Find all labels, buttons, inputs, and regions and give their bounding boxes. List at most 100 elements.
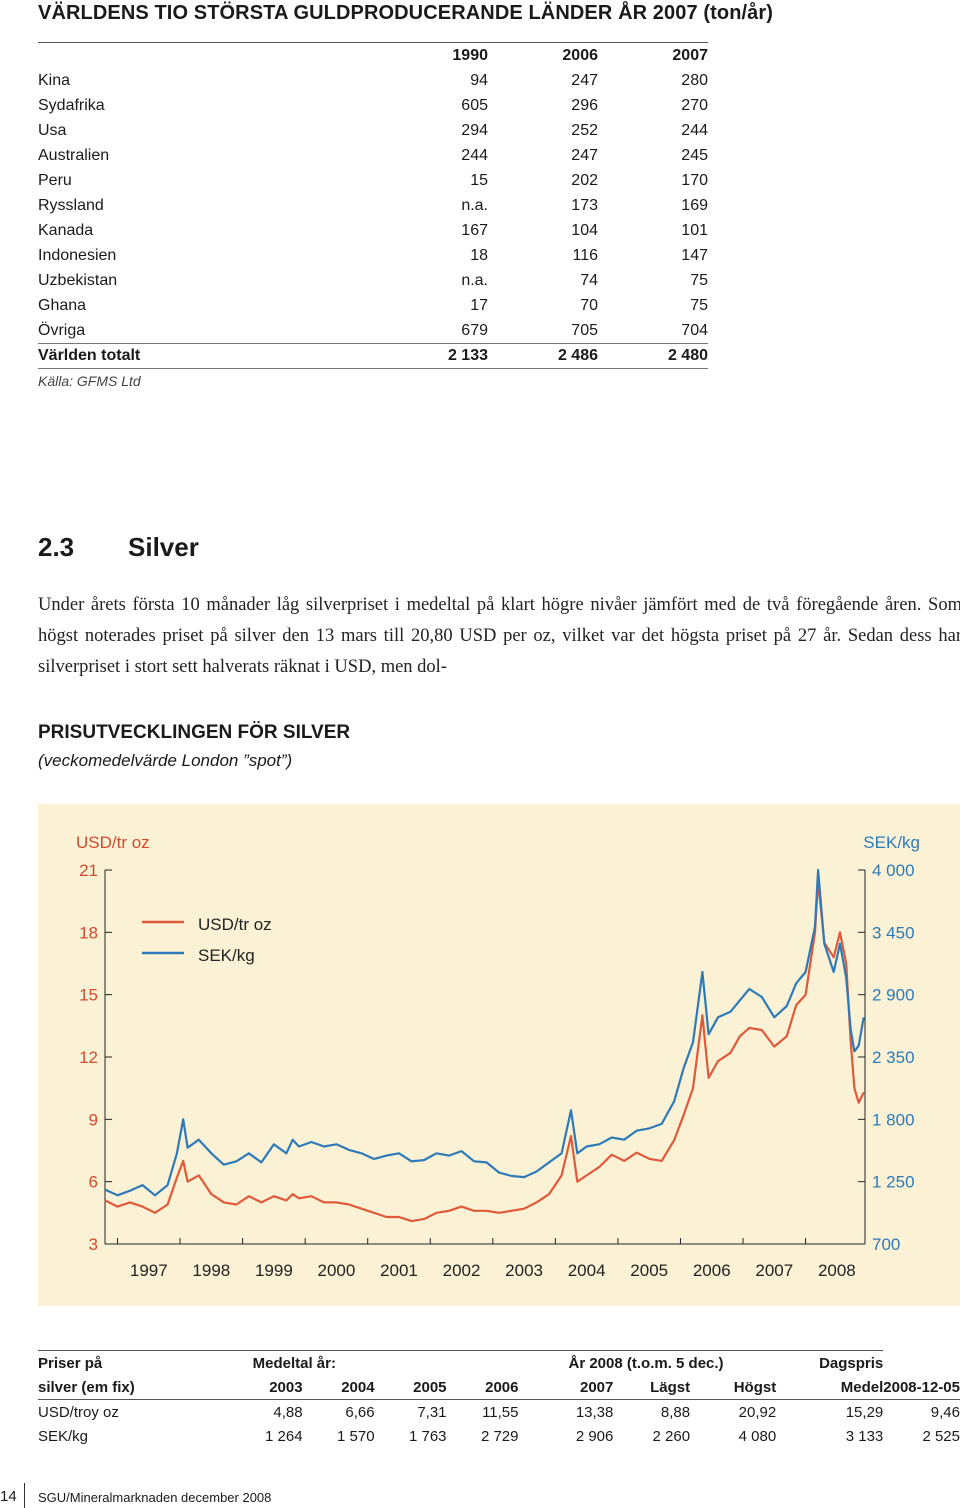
y-right-tick-label: 4 000	[872, 861, 915, 880]
table-cell: 202	[571, 171, 598, 189]
table-row: Uzbekistan n.a. 74 75	[38, 268, 708, 293]
x-tick-label: 2000	[318, 1261, 356, 1280]
y-right-tick-label: 3 450	[872, 923, 915, 942]
table-cell: 294	[461, 121, 488, 139]
table-row: Ghana 17 70 75	[38, 293, 708, 318]
table-row: Peru 15 202 170	[38, 168, 708, 193]
silver-price-table: Priser på Medeltal år: År 2008 (t.o.m. 5…	[38, 1350, 960, 1448]
price-col-header: 2006	[446, 1375, 519, 1400]
country-name: Övriga	[38, 321, 86, 339]
table-row: USD/troy oz 4,88 6,66 7,31 11,55 13,38 8,88 20,…	[38, 1400, 960, 1425]
country-name: Australien	[38, 146, 110, 164]
table-cell: 245	[681, 146, 708, 164]
price-col-header: Högst	[690, 1375, 777, 1400]
section-heading: 2.3 Silver	[38, 532, 199, 563]
price-row-label: SEK/kg	[38, 1427, 89, 1445]
x-tick-label: 2002	[443, 1261, 481, 1280]
country-name: Sydafrika	[38, 96, 105, 114]
section-number: 2.3	[38, 532, 75, 562]
country-name: Uzbekistan	[38, 271, 118, 289]
table-cell: 244	[681, 121, 708, 139]
table-row: Indonesien 18 116 147	[38, 243, 708, 268]
table-cell: 74	[580, 271, 598, 289]
price-cell: 13,38	[575, 1403, 614, 1421]
price-cell: 6,66	[345, 1403, 375, 1421]
y-left-tick-label: 3	[89, 1235, 98, 1254]
x-tick-label: 2004	[568, 1261, 606, 1280]
price-col-header: 2004	[302, 1375, 375, 1400]
country-name: Ghana	[38, 296, 87, 314]
year2008-group-header: År 2008 (t.o.m. 5 dec.)	[518, 1350, 777, 1375]
footer-divider	[24, 1483, 25, 1508]
table-cell: n.a.	[461, 196, 488, 214]
table-cell: 252	[571, 121, 598, 139]
chart-panel: 3 6 9 12 15 18 21 700 1 250 1 800 2 350 2 900 3 450 4…	[38, 804, 960, 1306]
x-tick-label: 1999	[255, 1261, 293, 1280]
col-header: 2007	[672, 46, 708, 64]
price-col-header: 2005	[374, 1375, 447, 1400]
price-cell: 3 133	[845, 1427, 884, 1445]
daily-group-header: Dagspris	[776, 1350, 884, 1375]
price-cell: 4 080	[738, 1427, 777, 1445]
y-left-tick-label: 15	[79, 986, 98, 1005]
total-value: 2 133	[447, 347, 488, 364]
table-row: Usa 294 252 244	[38, 118, 708, 143]
table-cell: 167	[461, 221, 488, 239]
y-left-tick-label: 9	[89, 1110, 98, 1129]
x-tick-label: 2006	[693, 1261, 731, 1280]
y-right-tick-label: 1 800	[872, 1110, 915, 1129]
table-row: Kina 94 247 280	[38, 68, 708, 93]
table-cell: 173	[571, 196, 598, 214]
table-cell: 679	[461, 321, 488, 339]
price-cell: 15,29	[845, 1403, 884, 1421]
table-cell: 75	[690, 296, 708, 314]
price-col-header: Medel	[776, 1375, 884, 1400]
y-right-tick-label: 2 900	[872, 986, 915, 1005]
country-name: Indonesien	[38, 246, 117, 264]
table-cell: 94	[470, 71, 488, 89]
gold-table-title: VÄRLDENS TIO STÖRSTA GULDPRODUCERANDE LÄ…	[38, 2, 774, 24]
table-row: SEK/kg 1 264 1 570 1 763 2 729 2 906 2 260 4 08…	[38, 1424, 960, 1448]
gold-table-header: 1990 2006 2007	[38, 43, 708, 68]
country-name: Kanada	[38, 221, 94, 239]
table-cell: 18	[470, 246, 488, 264]
table-row: Sydafrika 605 296 270	[38, 93, 708, 118]
table-cell: 169	[681, 196, 708, 214]
silver-price-chart: 3 6 9 12 15 18 21 700 1 250 1 800 2 350 2 900 3 450 4…	[76, 833, 920, 1280]
price-header-sublabel: silver (em fix)	[38, 1375, 146, 1400]
price-header-row-2: silver (em fix) 2003 2004 2005 2006 2007 Lägs…	[38, 1375, 960, 1400]
price-col-header: 2007	[518, 1375, 614, 1400]
table-cell: 704	[681, 321, 708, 339]
y-left-tick-label: 21	[79, 861, 98, 880]
price-cell: 11,55	[482, 1403, 519, 1421]
price-cell: 2 729	[480, 1427, 519, 1445]
table-cell: 70	[580, 296, 598, 314]
table-cell: 270	[681, 96, 708, 114]
table-cell: 705	[571, 321, 598, 339]
price-header-row-1: Priser på Medeltal år: År 2008 (t.o.m. 5…	[38, 1350, 960, 1375]
x-tick-label: 2003	[505, 1261, 543, 1280]
chart-subtitle: (veckomedelvärde London ”spot”)	[38, 751, 293, 770]
section-title: Silver	[128, 532, 199, 562]
total-value: 2 486	[557, 347, 598, 364]
price-cell: 20,92	[738, 1403, 777, 1421]
x-tick-label: 2005	[630, 1261, 668, 1280]
chart-title: PRISUTVECKLINGEN FÖR SILVER	[38, 722, 351, 743]
x-tick-label: 2007	[755, 1261, 793, 1280]
gold-production-table: 1990 2006 2007 Kina 94 247 280 Sydafrika 605 2…	[38, 42, 708, 369]
table-cell: 247	[571, 146, 598, 164]
table-cell: 170	[681, 171, 708, 189]
legend-usd-label: USD/tr oz	[198, 915, 272, 934]
price-cell: 8,88	[660, 1403, 691, 1421]
table-cell: 116	[572, 246, 598, 264]
table-cell: 15	[470, 171, 488, 189]
x-tick-label: 2001	[380, 1261, 418, 1280]
avg-group-header: Medeltal år:	[230, 1350, 447, 1375]
table-cell: 101	[681, 221, 708, 239]
x-tick-label: 1998	[192, 1261, 230, 1280]
sek-series-line	[104, 868, 865, 1197]
table-row: Övriga 679 705 704	[38, 318, 708, 343]
price-cell: 1 264	[265, 1427, 303, 1445]
table-cell: n.a.	[461, 271, 488, 289]
price-cell: 2 260	[652, 1427, 691, 1445]
